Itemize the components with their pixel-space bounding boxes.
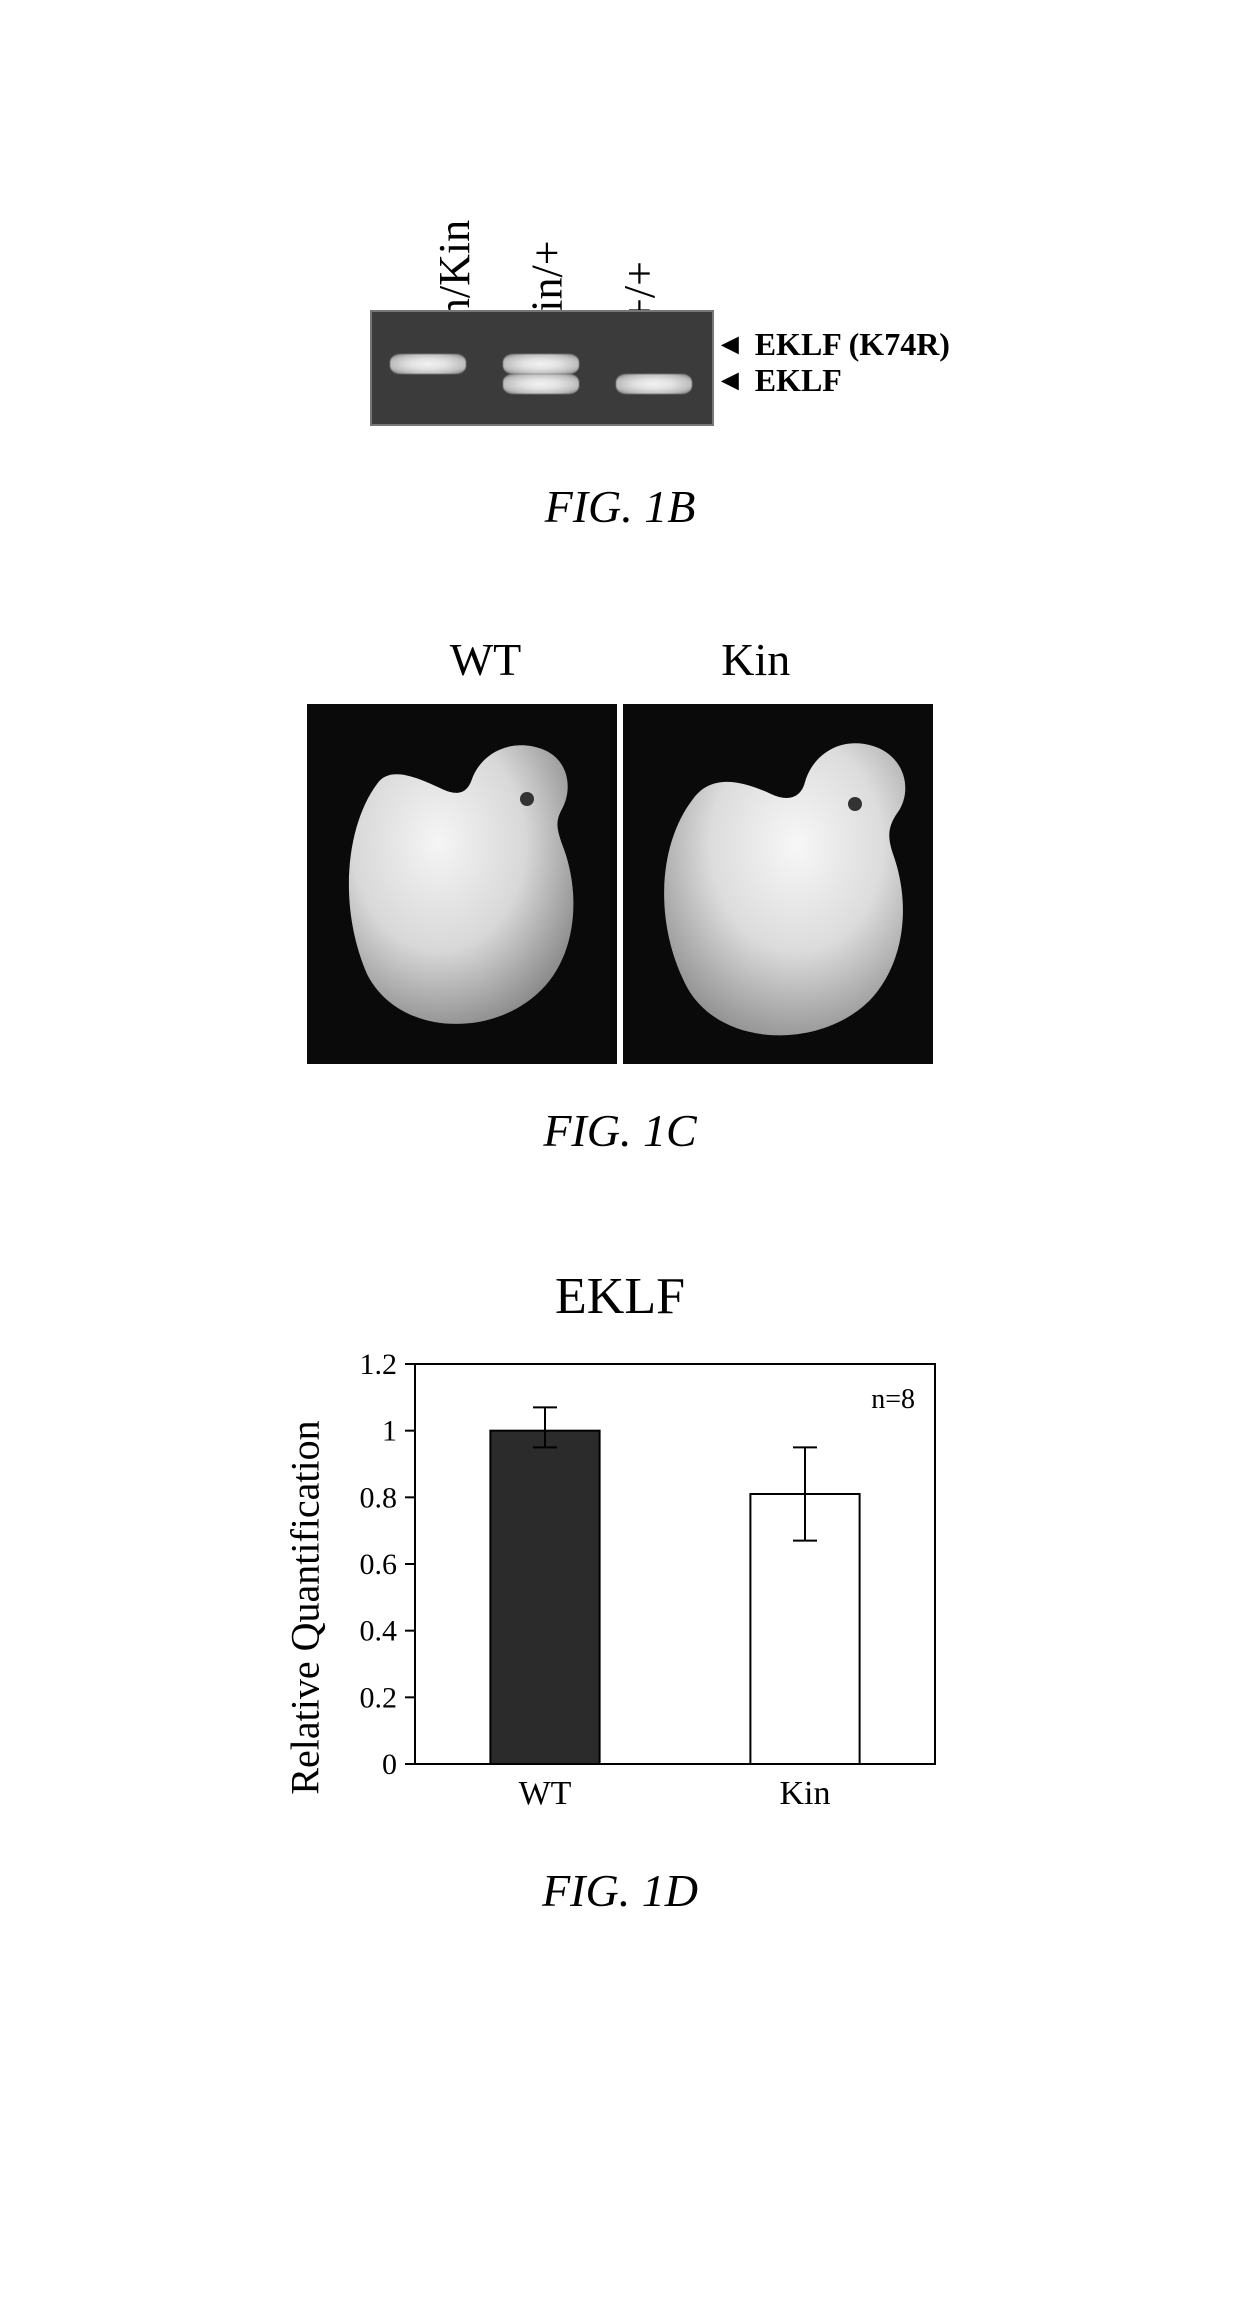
embryo-panel-kin xyxy=(623,704,933,1064)
band-arrow-row: ◄ EKLF xyxy=(715,362,842,399)
band-arrow-row: ◄ EKLF (K74R) xyxy=(715,326,950,363)
arrow-left-icon: ◄ xyxy=(715,366,745,396)
fig-1b-caption: FIG. 1B xyxy=(545,480,696,533)
gel-image xyxy=(370,310,714,426)
fig-1d-ylabel: Relative Quantification xyxy=(282,1588,329,1628)
ytick-label: 0.8 xyxy=(360,1481,398,1514)
fig-1d-chart-svg: 0 0.2 0.4 0.6 0.8 1 1.2 WT Kin n=8 xyxy=(335,1344,955,1824)
gel-band xyxy=(503,354,579,374)
embryo-panel-wt xyxy=(307,704,617,1064)
arrow-left-icon: ◄ xyxy=(715,330,745,360)
ytick-label: 1 xyxy=(382,1415,397,1448)
fig-1b-inner: Kin/Kin Kin/+ +/+ ◄ EKLF (K74R) ◄ EKLF xyxy=(270,40,970,460)
band-arrow-label: EKLF xyxy=(755,362,842,399)
fig-1d-title: EKLF xyxy=(555,1267,685,1326)
ytick-label: 0 xyxy=(382,1748,397,1781)
gel-lane-2 xyxy=(485,312,598,424)
embryo-kin-svg xyxy=(623,704,933,1064)
fig-1c-caption: FIG. 1C xyxy=(543,1104,696,1157)
embryo-label-kin: Kin xyxy=(721,633,790,686)
fig-1b: Kin/Kin Kin/+ +/+ ◄ EKLF (K74R) ◄ EKLF FIG.… xyxy=(0,40,1240,533)
gel-band xyxy=(503,374,579,394)
fig-1c-panels xyxy=(307,704,933,1064)
n-label: n=8 xyxy=(871,1384,915,1415)
fig-1c-labels: WT Kin xyxy=(450,633,791,686)
ytick-label: 1.2 xyxy=(360,1348,398,1381)
gel-band xyxy=(390,354,466,374)
fig-1c: WT Kin xyxy=(0,633,1240,1157)
bar-label: Kin xyxy=(780,1775,831,1812)
fig-1d-chart-area: Relative Quantification 0 0.2 0.4 0.6 0.8 1 1.… xyxy=(285,1344,955,1824)
ytick-label: 0.6 xyxy=(360,1548,398,1581)
lane-labels: Kin/Kin Kin/+ +/+ xyxy=(370,40,710,300)
bar-label: WT xyxy=(519,1775,572,1812)
gel-lane-3 xyxy=(598,312,711,424)
gel-lane-1 xyxy=(372,312,485,424)
gel-band xyxy=(616,374,692,394)
embryo-wt-svg xyxy=(307,704,617,1064)
fig-1d: EKLF Relative Quantification 00.20.40.60… xyxy=(0,1267,1240,1917)
ytick-label: 0.2 xyxy=(360,1681,398,1714)
bar xyxy=(490,1431,599,1764)
fig-1d-caption: FIG. 1D xyxy=(542,1864,698,1917)
band-arrow-label: EKLF (K74R) xyxy=(755,326,950,363)
ytick-label: 0.4 xyxy=(360,1615,398,1648)
embryo-label-wt: WT xyxy=(450,633,522,686)
